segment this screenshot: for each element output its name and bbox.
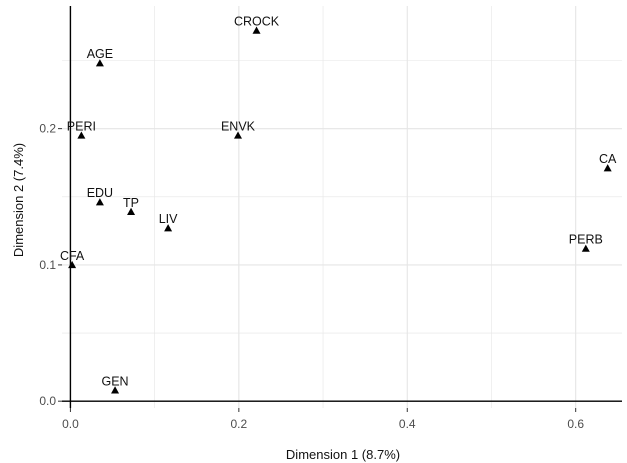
point-label: ENVK	[221, 119, 256, 133]
data-point	[68, 260, 77, 269]
point-label: PERB	[569, 233, 603, 247]
x-tick-label: 0.6	[567, 417, 584, 431]
data-point	[164, 224, 173, 232]
y-tick-label: 0.0	[39, 394, 56, 408]
data-point	[603, 164, 612, 172]
y-axis-title: Dimension 2 (7.4%)	[11, 143, 26, 257]
point-label: LIV	[159, 212, 178, 226]
point-label: EDU	[87, 186, 113, 200]
data-point	[234, 131, 242, 139]
data-point	[95, 198, 104, 206]
data-point	[127, 207, 136, 215]
point-labels: CROCK AGE PERI ENVK CA EDU TP LIV PERB CFA GEN	[60, 15, 617, 389]
data-point	[581, 244, 590, 252]
x-tick-label: 0.2	[230, 417, 247, 431]
point-label: TP	[123, 196, 139, 210]
x-axis-title: Dimension 1 (8.7%)	[286, 447, 400, 462]
x-tick-label: 0.4	[399, 417, 416, 431]
point-label: GEN	[102, 374, 129, 388]
grid	[62, 6, 622, 408]
data-point	[111, 386, 120, 394]
x-tick-label: 0.0	[62, 417, 79, 431]
point-label: CFA	[60, 249, 85, 263]
point-label: PERI	[67, 119, 96, 133]
data-point	[95, 59, 104, 67]
y-tick-label: 0.2	[39, 122, 56, 136]
point-label: CROCK	[234, 15, 280, 29]
y-tick-label: 0.1	[39, 258, 56, 272]
data-point	[252, 26, 261, 34]
data-points	[68, 26, 612, 394]
data-point	[77, 131, 86, 139]
axes: 0.0 0.2 0.4 0.6 0.0 0.1 0.2	[39, 6, 622, 431]
point-label: AGE	[87, 47, 113, 61]
point-label: CA	[599, 152, 617, 166]
